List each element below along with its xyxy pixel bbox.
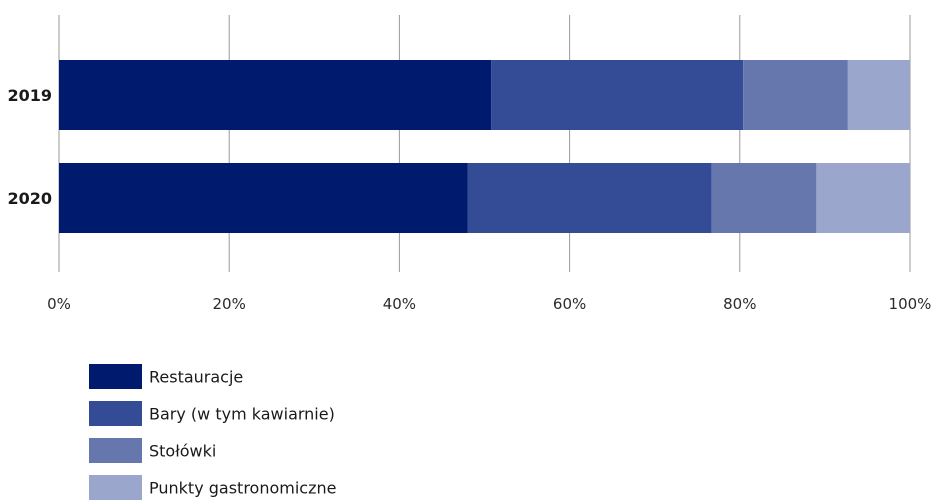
bar-segment-2020-4	[816, 163, 910, 233]
legend-swatch	[89, 438, 142, 463]
legend: Restauracje Bary (w tym kawiarnie) Stołówk…	[89, 364, 336, 500]
x-tick-label: 20%	[213, 295, 246, 313]
gridlines	[58, 15, 911, 272]
bar-segment-2019-3	[743, 60, 848, 130]
x-tick-label: 40%	[383, 295, 416, 313]
x-tick-label: 80%	[723, 295, 756, 313]
bar-segment-2020-1	[59, 163, 468, 233]
legend-swatch	[89, 401, 142, 426]
bar-segment-2020-3	[711, 163, 817, 233]
legend-swatch	[89, 364, 142, 389]
legend-label: Restauracje	[149, 368, 243, 387]
legend-swatch	[89, 475, 142, 500]
category-labels: 2019 2020	[7, 86, 52, 208]
x-axis-tick-labels: 0% 20% 40% 60% 80% 100%	[47, 295, 931, 313]
legend-label: Bary (w tym kawiarnie)	[149, 405, 335, 424]
legend-label: Stołówki	[149, 442, 216, 461]
bar-segment-2019-2	[491, 60, 744, 130]
bar-segment-2019-4	[847, 60, 910, 130]
bar-segment-2019-1	[59, 60, 492, 130]
x-tick-label: 0%	[47, 295, 71, 313]
bars	[59, 60, 910, 233]
category-label-2020: 2020	[7, 189, 52, 208]
legend-label: Punkty gastronomiczne	[149, 479, 336, 498]
x-tick-label: 100%	[889, 295, 931, 313]
x-tick-label: 60%	[553, 295, 586, 313]
bar-segment-2020-2	[467, 163, 712, 233]
category-label-2019: 2019	[7, 86, 52, 105]
